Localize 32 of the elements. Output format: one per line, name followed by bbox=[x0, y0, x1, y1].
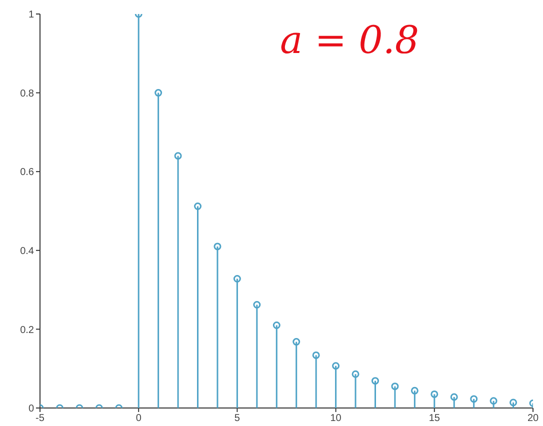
x-tick-label: 10 bbox=[330, 413, 342, 424]
point bbox=[233, 275, 241, 283]
point bbox=[154, 89, 162, 97]
point bbox=[214, 242, 222, 250]
point bbox=[332, 362, 340, 370]
y-tick-label: 0.4 bbox=[20, 246, 34, 257]
point bbox=[450, 393, 458, 401]
point bbox=[253, 301, 261, 309]
point bbox=[510, 398, 518, 406]
point bbox=[410, 386, 418, 394]
y-tick-label: 0.6 bbox=[20, 167, 34, 178]
y-tick-label: 0.2 bbox=[20, 324, 34, 336]
point bbox=[391, 382, 399, 390]
point bbox=[174, 152, 182, 160]
x-tick-label: 20 bbox=[527, 413, 539, 424]
x-tick-label: -5 bbox=[36, 413, 45, 424]
y-tick-label: 0.8 bbox=[20, 88, 34, 100]
point bbox=[292, 338, 300, 346]
x-tick-label: 15 bbox=[428, 413, 440, 424]
point bbox=[371, 377, 379, 385]
point bbox=[430, 390, 438, 398]
annotation: a = 0.8 bbox=[280, 18, 420, 62]
point bbox=[312, 351, 320, 359]
x-tick-label: 5 bbox=[234, 413, 240, 424]
x-tick-label: 0 bbox=[136, 413, 142, 424]
y-tick-label: 1 bbox=[28, 10, 34, 21]
point bbox=[470, 395, 478, 403]
y-tick-label: 0 bbox=[28, 404, 34, 415]
point bbox=[194, 202, 202, 210]
point bbox=[272, 322, 280, 330]
point bbox=[352, 370, 360, 378]
point bbox=[490, 397, 498, 405]
